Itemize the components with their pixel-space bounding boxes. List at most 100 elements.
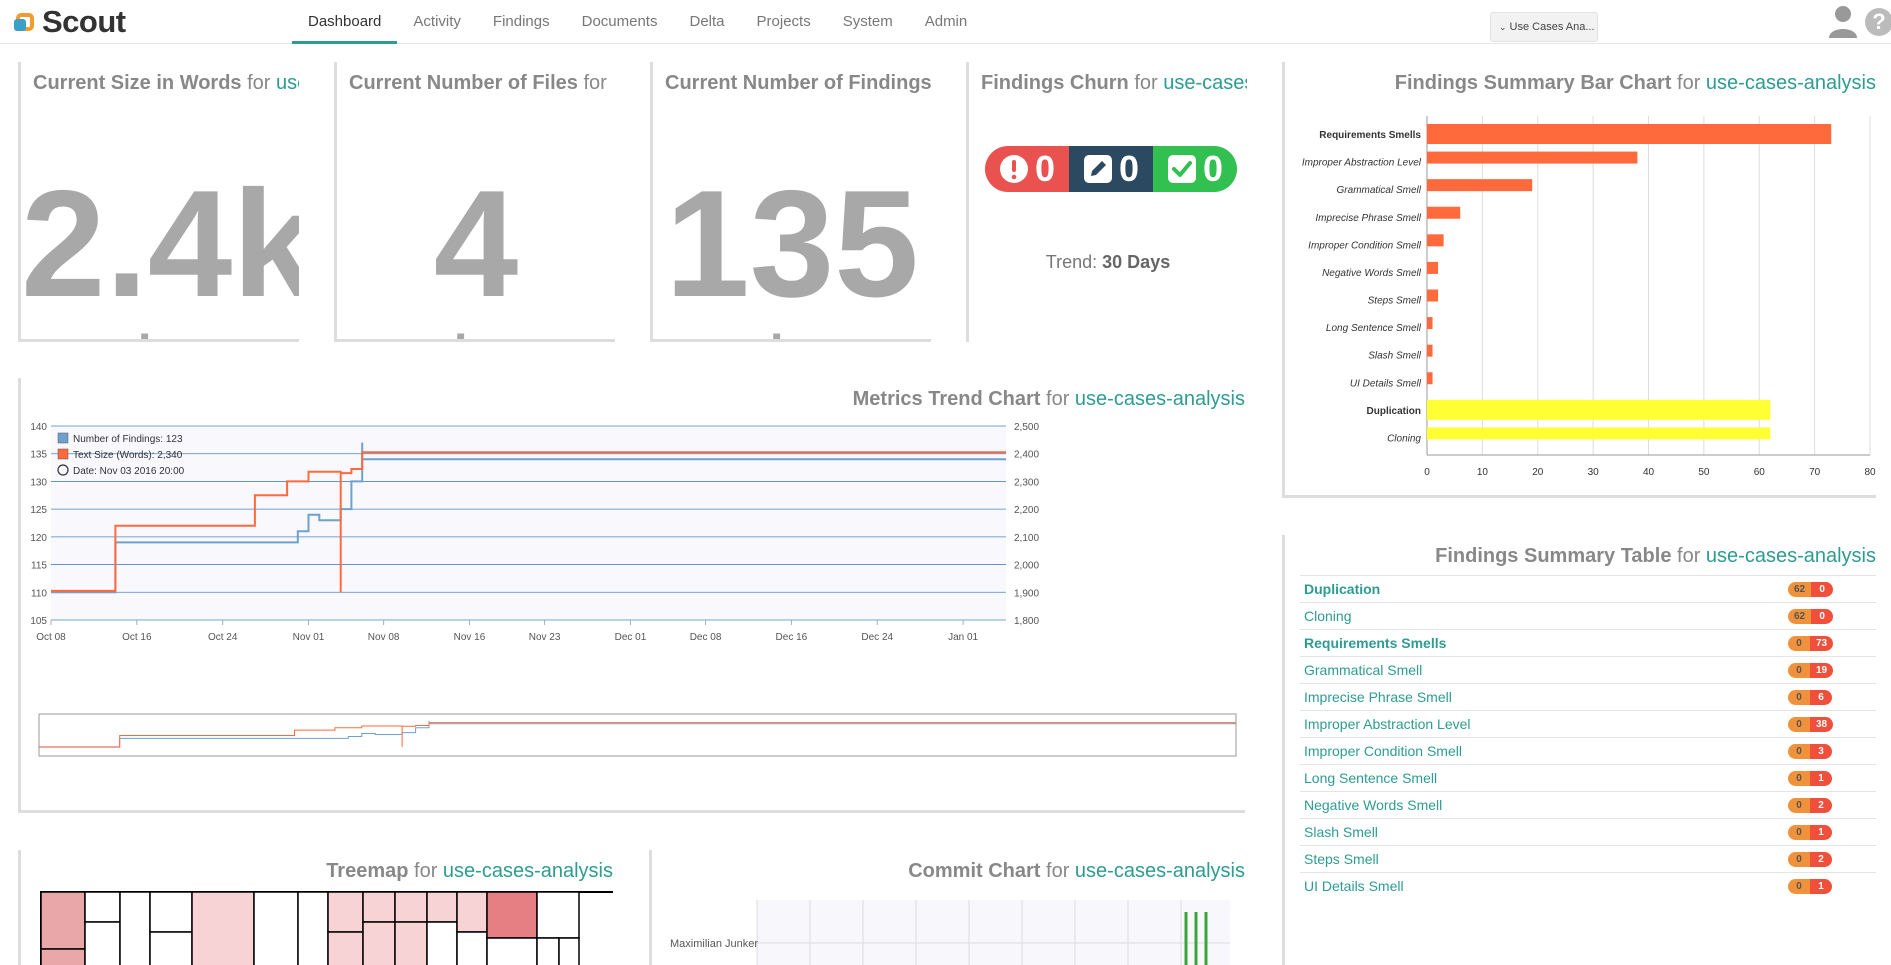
finding-category-link[interactable]: Improper Abstraction Level [1304, 716, 1471, 732]
findings-summary-table: Duplication 62 0 Cloning 62 0 Requirements Sme… [1300, 575, 1876, 899]
count-a: 0 [1788, 690, 1810, 705]
bar-ui-details-smell[interactable] [1427, 372, 1433, 385]
category-label: Long Sentence Smell [1326, 323, 1422, 334]
commit-chart[interactable]: Maximilian Junker [652, 850, 1245, 965]
bar-duplication[interactable] [1427, 399, 1771, 420]
project-selector[interactable]: ⌄ Use Cases Ana... [1490, 12, 1598, 42]
finding-category-link[interactable]: UI Details Smell [1304, 878, 1404, 894]
project-selector-label: Use Cases Ana... [1509, 21, 1595, 33]
y-left-tick-label: 120 [30, 533, 47, 544]
category-label: Cloning [1387, 433, 1421, 444]
x-tick-label: Nov 01 [293, 632, 325, 643]
bar-negative-words-smell[interactable] [1427, 261, 1439, 274]
project-link[interactable]: use-cases-analysis [442, 860, 613, 882]
project-link[interactable]: use-cases-analysis [1074, 388, 1245, 410]
table-row: UI Details Smell 0 1 [1300, 872, 1876, 899]
churn-changed-badge[interactable]: 0 [1069, 146, 1153, 192]
bar-imprecise-phrase-smell[interactable] [1427, 206, 1461, 219]
category-label: Grammatical Smell [1337, 185, 1422, 196]
bar-grammatical-smell[interactable] [1427, 179, 1533, 192]
churn-removed-count: 0 [1202, 148, 1224, 189]
churn-badges: 0 0 0 [985, 146, 1237, 192]
count-a: 0 [1788, 663, 1810, 678]
widget-title: Treemap for use-cases-analysis [326, 860, 613, 882]
help-icon[interactable]: ? [1865, 8, 1891, 36]
tab-projects[interactable]: Projects [756, 13, 811, 30]
finding-category-link[interactable]: Improper Condition Smell [1304, 743, 1462, 759]
widget-title: Current Number of Findings [665, 72, 931, 94]
bar-long-sentence-smell[interactable] [1427, 317, 1433, 330]
count-badge: 0 73 [1788, 636, 1834, 651]
churn-removed-badge[interactable]: 0 [1153, 146, 1237, 192]
tab-activity[interactable]: Activity [413, 13, 461, 30]
finding-category-link[interactable]: Grammatical Smell [1304, 662, 1423, 678]
count-a: 0 [1788, 744, 1810, 759]
tab-documents[interactable]: Documents [581, 13, 658, 30]
finding-category-link[interactable]: Long Sentence Smell [1304, 770, 1438, 786]
x-tick-label: Oct 08 [36, 632, 66, 643]
finding-category-link[interactable]: Slash Smell [1304, 824, 1378, 840]
count-a: 0 [1788, 798, 1810, 813]
bar-cloning[interactable] [1427, 427, 1771, 440]
project-link[interactable]: use-cases-analysis [1705, 545, 1876, 567]
churn-added-badge[interactable]: 0 [985, 146, 1069, 192]
project-link[interactable]: use-cases-analysis [1074, 860, 1245, 882]
tab-dashboard[interactable]: Dashboard [292, 0, 398, 44]
findings-summary-bar-chart[interactable]: 0 10 20 30 40 50 60 70 80 Requirements Smells Impr… [1285, 62, 1876, 498]
y-right-tick-label: 2,100 [1014, 533, 1039, 544]
finding-category-link[interactable]: Requirements Smells [1304, 635, 1447, 651]
tab-system[interactable]: System [842, 13, 893, 30]
tab-findings[interactable]: Findings [492, 13, 550, 30]
user-icon[interactable] [1828, 4, 1858, 38]
finding-category-link[interactable]: Steps Smell [1304, 851, 1379, 867]
finding-category-link[interactable]: Cloning [1304, 608, 1352, 624]
x-tick-label: Dec 24 [861, 632, 893, 643]
count-badge: 62 0 [1788, 609, 1834, 624]
legend-swatch [57, 448, 69, 460]
bar-improper-abstraction-level[interactable] [1427, 151, 1638, 164]
table-row: Imprecise Phrase Smell 0 6 [1300, 683, 1876, 710]
widget-title: Findings Summary Bar Chart for use-cases… [1394, 72, 1876, 94]
widget-title: Findings Churn for use-cases-analysis [981, 72, 1247, 95]
treemap-chart[interactable] [21, 850, 613, 965]
project-link[interactable]: use-cases-analysis [1705, 72, 1876, 94]
finding-category-link[interactable]: Duplication [1304, 581, 1381, 597]
category-label: Negative Words Smell [1322, 268, 1422, 279]
widget-number-of-files: Current Number of Files for 4 no change [334, 62, 615, 342]
finding-category-link[interactable]: Imprecise Phrase Smell [1304, 689, 1452, 705]
app-logo[interactable]: Scout [14, 4, 126, 39]
bar-steps-smell[interactable] [1427, 289, 1439, 302]
churn-trend: Trend: 30 Days [969, 252, 1247, 273]
x-tick-label: 10 [1477, 467, 1489, 478]
project-link[interactable]: use [276, 72, 299, 94]
project-link[interactable]: use-cases-analysis [1163, 72, 1247, 94]
metrics-trend-chart[interactable]: 140 135 130 125 120 115 110 105 2,500 2,400 2,300 2… [21, 378, 1245, 813]
widget-title: Findings Summary Table for use-cases-ana… [1435, 545, 1876, 567]
findings-value: 135 [665, 159, 919, 329]
widget-number-of-findings: Current Number of Findings 135 no change [650, 62, 931, 342]
x-tick-label: Oct 24 [208, 632, 238, 643]
tab-delta[interactable]: Delta [689, 13, 725, 30]
series-line-text-size[interactable] [51, 451, 1006, 593]
bar-slash-smell[interactable] [1427, 344, 1433, 357]
checkmark-icon [1167, 155, 1196, 183]
finding-category-link[interactable]: Negative Words Smell [1304, 797, 1443, 813]
count-b: 2 [1810, 852, 1832, 867]
widget-title: Current Number of Files for [349, 72, 607, 94]
edit-icon [1083, 155, 1112, 183]
category-label: Slash Smell [1368, 351, 1422, 362]
count-a: 0 [1788, 852, 1810, 867]
bar-requirements-smells[interactable] [1427, 124, 1832, 144]
navigator-series [39, 722, 1236, 748]
files-change: no change [337, 328, 615, 339]
tab-admin[interactable]: Admin [924, 13, 968, 30]
category-label: Requirements Smells [1319, 130, 1421, 141]
scout-logo-icon [14, 11, 36, 33]
y-left-tick-label: 115 [31, 561, 47, 572]
bar-improper-condition-smell[interactable] [1427, 234, 1444, 247]
trend-value[interactable]: 30 Days [1102, 252, 1171, 272]
legend-label: Text Size (Words): 2,340 [73, 450, 183, 461]
count-b: 38 [1810, 717, 1834, 732]
table-row: Cloning 62 0 [1300, 602, 1876, 629]
